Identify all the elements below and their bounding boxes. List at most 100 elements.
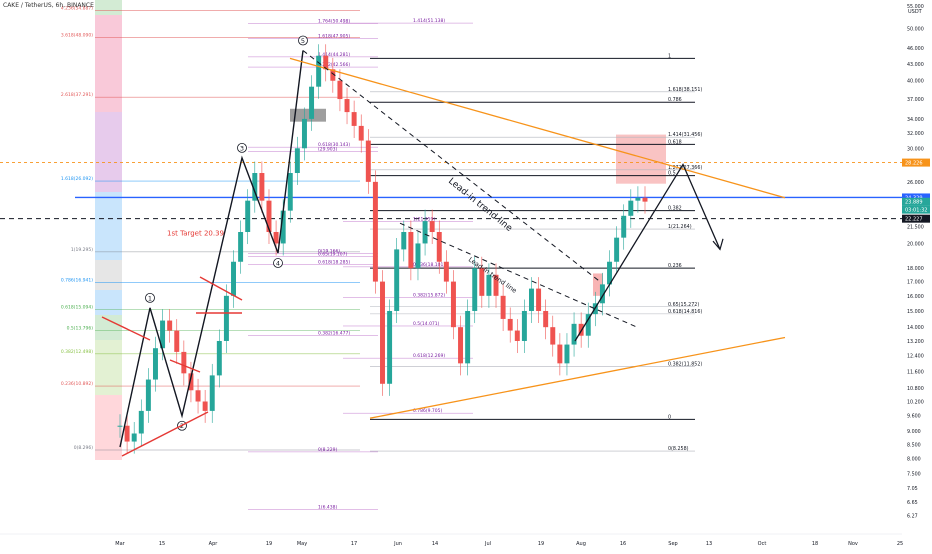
y-tick-label: 9.000 — [907, 429, 921, 435]
candle-body — [167, 320, 173, 331]
x-tick-label: 14 — [432, 541, 438, 547]
red-trend-line — [199, 276, 243, 301]
fib-mid-label: 0.382(15.872) — [413, 293, 445, 299]
candle-body — [408, 231, 414, 269]
candle-body — [202, 401, 208, 411]
y-tick-label: 30.000 — [907, 146, 924, 152]
candle-body — [642, 197, 648, 202]
target-annotation: 1st Target 20.39 — [167, 229, 224, 237]
x-tick-label: Jul — [484, 541, 491, 547]
y-tick-label: 7.05 — [907, 486, 918, 492]
candle-body — [635, 197, 641, 201]
fib-band-zone — [95, 260, 122, 290]
y-tick-label: 9.600 — [907, 414, 921, 420]
price-badge — [902, 193, 930, 202]
lead-in-trend-line-1 — [302, 50, 601, 282]
x-tick-label: 18 — [812, 541, 818, 547]
fib-right-label: 0.65(15.272) — [668, 302, 699, 308]
wave-label-1: 1 — [148, 294, 152, 302]
fib-left-label: 1.618(26.092) — [61, 176, 93, 182]
fib-mid-label: 1(6.438) — [318, 505, 338, 511]
candle-body — [372, 181, 378, 282]
candle-body — [316, 55, 322, 87]
y-tick-label: 11.600 — [907, 369, 924, 375]
fib-mid-label: 1(21.959) — [413, 217, 435, 223]
y-tick-label: 17.000 — [907, 280, 924, 286]
fib-mid-label: 1.272(42.566) — [318, 62, 350, 68]
fib-band-zone — [95, 360, 122, 395]
candle-body — [493, 274, 499, 296]
y-tick-label: 43.000 — [907, 62, 924, 68]
y-tick-label: 10.200 — [907, 400, 924, 406]
y-tick-label: 37.000 — [907, 97, 924, 103]
candle-body — [216, 340, 222, 376]
elliott-wave-path — [119, 50, 304, 448]
candle-body — [450, 281, 456, 328]
candle-body — [245, 200, 251, 232]
price-badge — [902, 205, 930, 214]
candle-body — [628, 200, 634, 216]
candle-body — [252, 173, 258, 201]
wave-label-4: 4 — [276, 260, 280, 268]
fib-band-zone — [95, 0, 122, 15]
orange-resistance-line — [289, 57, 786, 199]
y-tick-label: 14.000 — [907, 325, 924, 331]
fib-mid-label: (29.903) — [318, 146, 338, 152]
red-trend-line — [121, 411, 209, 457]
price-badge-label: 28.226 — [905, 161, 923, 167]
candle-body — [181, 351, 187, 374]
price-badge — [902, 158, 930, 167]
candle-body — [223, 295, 229, 341]
x-tick-label: Nov — [848, 541, 858, 547]
candle-body — [472, 268, 478, 311]
fib-right-label: 0.382(11.852) — [668, 361, 702, 367]
candle-body — [117, 425, 123, 427]
y-tick-label: 26.000 — [907, 180, 924, 186]
fib-band-zone — [95, 395, 122, 460]
y-tick-label: 20.000 — [907, 241, 924, 247]
red-trend-line — [169, 359, 201, 373]
candle-body — [174, 330, 180, 352]
fib-right-label: 0 — [668, 414, 671, 420]
candle-body — [486, 274, 492, 296]
fib-left-label: 0.786(16.941) — [61, 277, 93, 283]
candle-body — [500, 295, 506, 319]
y-tick-label: 12.400 — [907, 354, 924, 360]
candle-body — [231, 261, 236, 296]
fib-right-label: 0.618(14.816) — [668, 309, 702, 315]
fib-left-label: 0.382(12.498) — [61, 349, 93, 355]
fib-left-label: 4.236(54.887) — [61, 5, 93, 11]
fib-right-label: 1 — [668, 53, 671, 59]
fib-left-label: 0(8.296) — [74, 445, 94, 451]
fib-left-label: 1(19.295) — [71, 247, 93, 253]
y-tick-label: 8.500 — [907, 442, 921, 448]
x-tick-label: 16 — [620, 541, 626, 547]
fib-left-label: 0.618(15.094) — [61, 305, 93, 311]
candle-body — [585, 314, 591, 336]
small-red-zone — [593, 273, 603, 296]
candle-body — [521, 310, 527, 341]
fib-right-label: 0.5 — [668, 171, 676, 177]
candle-body — [287, 173, 293, 211]
candle-body — [443, 261, 449, 282]
candle-body — [358, 125, 364, 141]
fib-right-label: 0.618 — [668, 139, 682, 145]
price-axis-bg — [902, 0, 932, 550]
price-badge-label: 23.889 — [905, 200, 923, 206]
fib-band-zone — [95, 290, 122, 315]
fib-right-label: 1.618(38.151) — [668, 87, 702, 93]
fib-mid-label: 0.5(14.071) — [413, 321, 440, 327]
candle-body — [330, 69, 336, 81]
x-tick-label: Sep — [668, 541, 677, 547]
wave-label-circle — [145, 292, 155, 303]
fib-mid-label: 0.786(9.705) — [413, 408, 443, 414]
candle-body — [571, 323, 577, 345]
fib-right-label: 1(21.264) — [668, 224, 692, 230]
fib-right-label: 1.272(27.366) — [668, 165, 702, 171]
gray-zone-box — [290, 108, 326, 122]
fib-mid-label: 1.414(51.138) — [413, 18, 445, 24]
x-tick-label: Oct — [758, 541, 767, 547]
candle-body — [238, 231, 244, 262]
